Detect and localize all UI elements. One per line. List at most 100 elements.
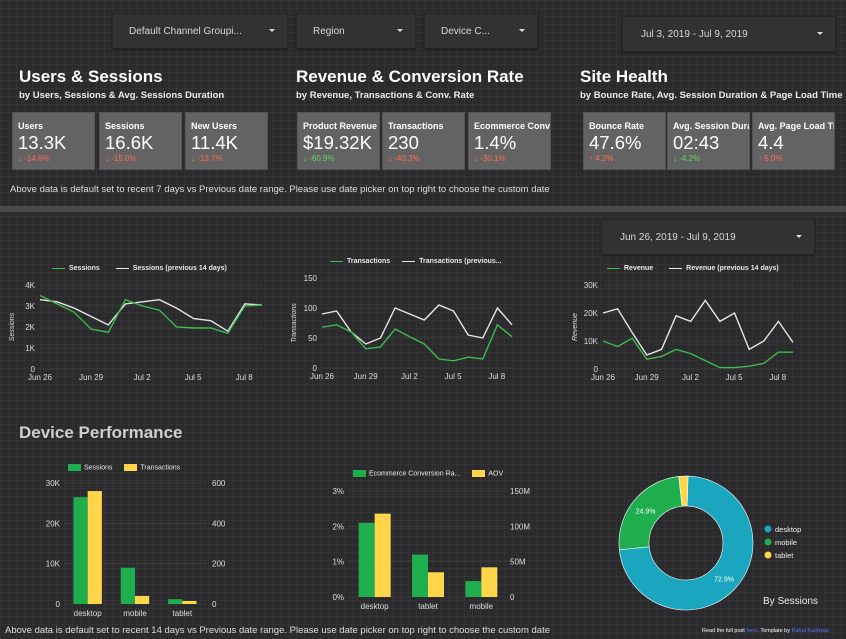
y-tick-label: 150 <box>304 274 318 283</box>
x-tick-label: mobile <box>470 602 494 611</box>
kpi-delta: ↑ 5.0% <box>758 154 783 163</box>
template-by-text: . Template by <box>757 628 790 634</box>
kpi-card-sessions: Sessions 16.6K ↓ -15.0% <box>99 112 182 170</box>
bar-desktop-ecommerce-conversion-ra- <box>358 522 375 597</box>
left-axis-tick: 0 <box>56 600 61 609</box>
bar-tablet-aov <box>428 572 444 597</box>
kpi-card-transactions: Transactions 230 ↓ -40.3% <box>382 112 465 170</box>
kpi-label: Avg. Page Load Time <box>758 121 835 131</box>
template-author-link[interactable]: Rahul Kashyap <box>791 628 829 634</box>
kpi-value: 4.4 <box>758 132 784 153</box>
legend-label: desktop <box>775 525 801 534</box>
date-range-picker-top[interactable]: Jul 3, 2019 - Jul 9, 2019 <box>622 16 836 52</box>
donut-slice-tablet <box>678 475 689 507</box>
kpi-value: 230 <box>388 132 419 153</box>
y-axis-title: Revenue <box>572 313 579 341</box>
chart-legend: Sessions Sessions (previous 14 days) <box>52 265 227 272</box>
chart-legend: Transactions Transactions (previous... <box>330 258 502 265</box>
left-axis-tick: 10K <box>46 560 61 569</box>
kpi-card-new-users: New Users 11.4K ↓ -13.7% <box>185 112 268 170</box>
x-tick-label: mobile <box>123 609 147 618</box>
y-tick-label: 2K <box>25 323 35 332</box>
x-tick-label: Jul 2 <box>134 373 151 382</box>
read-post-link[interactable]: here <box>746 628 758 634</box>
right-axis-tick: 0 <box>510 593 515 602</box>
users-sessions-subtitle: by Users, Sessions & Avg. Sessions Durat… <box>19 90 225 101</box>
region-label: Region <box>313 25 345 37</box>
legend-swatch <box>124 464 138 471</box>
legend-swatch <box>402 260 416 262</box>
x-tick-label: Jun 26 <box>591 373 616 382</box>
kpi-value: 47.6% <box>589 132 642 153</box>
kpi-label: Ecommerce Conversion Rate <box>474 121 551 131</box>
kpi-value: 1.4% <box>474 132 517 153</box>
date-range-picker-mid[interactable]: Jun 26, 2019 - Jul 9, 2019 <box>601 219 815 255</box>
kpi-label: Product Revenue <box>303 121 378 131</box>
kpi-delta: ↓ -4.2% <box>673 154 701 163</box>
device-category-dropdown[interactable]: Device C... <box>424 13 538 49</box>
legend-label: Transactions <box>140 464 181 472</box>
legend-label: Sessions <box>69 265 100 272</box>
right-axis-tick: 100M <box>510 522 530 531</box>
kpi-delta: ↓ -15.0% <box>105 154 137 163</box>
legend-swatch <box>353 470 366 477</box>
legend-swatch <box>115 267 129 269</box>
chart-legend: Sessions Transactions <box>68 464 180 471</box>
bar-tablet-transactions <box>182 600 197 604</box>
kpi-card-users: Users 13.3K ↓ -14.6% <box>12 112 95 170</box>
section-divider <box>0 206 846 212</box>
x-tick-label: Jul 8 <box>236 373 253 382</box>
left-axis-tick: 30K <box>46 479 61 488</box>
legend-label: Transactions <box>347 258 391 265</box>
revenue-title: Revenue & Conversion Rate <box>296 67 524 86</box>
chevron-down-icon <box>796 235 802 238</box>
legend-swatch <box>669 267 683 269</box>
chart-legend: Revenue Revenue (previous 14 days) <box>607 265 779 272</box>
kpi-label: Sessions <box>105 121 145 131</box>
x-tick-label: Jun 26 <box>310 372 335 381</box>
left-axis-tick: 3% <box>332 487 344 496</box>
bar-tablet-sessions <box>168 599 183 604</box>
chevron-down-icon <box>817 32 823 35</box>
bar-mobile-sessions <box>120 567 135 604</box>
device-performance-title: Device Performance <box>19 423 183 442</box>
kpi-value: 16.6K <box>105 132 154 153</box>
right-axis-tick: 50M <box>510 558 526 567</box>
revenue-subtitle: by Revenue, Transactions & Conv. Rate <box>296 90 475 101</box>
right-axis-tick: 200 <box>212 560 226 569</box>
kpi-value: $19.32K <box>303 132 372 153</box>
legend-swatch <box>52 267 65 269</box>
right-axis-tick: 600 <box>212 479 226 488</box>
revenue-line-chart: 0 10K 20K 30K Revenue Jun 26 Jun 29 Jul 2 Jul 5 J… <box>572 281 794 382</box>
legend-label: Revenue <box>624 265 654 272</box>
legend-label: tablet <box>775 551 794 560</box>
region-dropdown[interactable]: Region <box>296 13 416 49</box>
x-tick-label: desktop <box>74 609 103 618</box>
y-tick-label: 50 <box>308 334 317 343</box>
y-tick-label: 1K <box>25 344 35 353</box>
kpi-label: Bounce Rate <box>589 121 645 131</box>
chevron-down-icon <box>269 29 275 32</box>
series-line-current <box>602 337 793 369</box>
y-tick-label: 0 <box>313 364 318 373</box>
bar-mobile-aov <box>481 567 498 597</box>
kpi-card-bounce-rate: Bounce Rate 47.6% ↑ 4.2% <box>583 112 666 170</box>
channel-grouping-dropdown[interactable]: Default Channel Groupi... <box>112 13 288 49</box>
legend-label: Sessions (previous 14 days) <box>132 265 227 272</box>
x-tick-label: Jul 8 <box>769 373 786 382</box>
x-tick-label: Jun 29 <box>79 373 104 382</box>
y-tick-label: 4K <box>25 281 35 290</box>
left-axis-tick: 2% <box>332 522 344 531</box>
left-axis-tick: 0% <box>332 593 344 602</box>
transactions-line-chart: 0 50 100 150 Transactions Jun 26 Jun 29 Jul 2 Ju… <box>291 274 513 381</box>
x-tick-label: Jul 2 <box>401 372 418 381</box>
y-axis-title: Sessions <box>9 312 16 341</box>
kpi-value: 02:43 <box>673 132 720 153</box>
series-line-current <box>39 294 263 335</box>
x-tick-label: Jun 26 <box>28 373 53 382</box>
legend-label: mobile <box>775 538 797 547</box>
donut-slice-desktop <box>619 475 754 611</box>
series-line-previous <box>39 298 263 333</box>
legend-swatch <box>764 525 772 533</box>
site-health-subtitle: by Bounce Rate, Avg. Session Duration & … <box>580 90 843 101</box>
